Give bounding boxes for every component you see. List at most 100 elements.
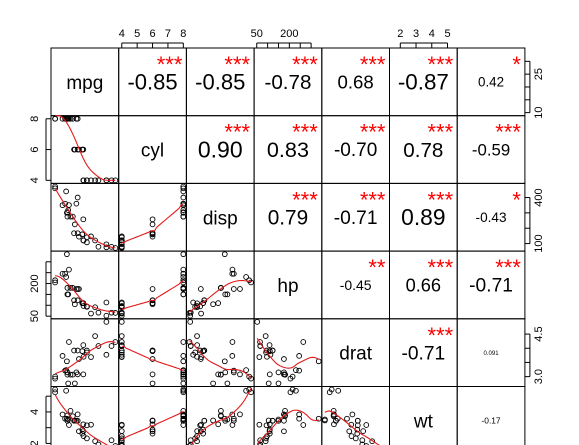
scatter-point [109,438,114,443]
scatter-point [89,355,94,360]
scatter-point [255,319,260,324]
scatter-point [150,357,155,362]
scatter-point [264,423,269,428]
significance-stars: *** [224,120,250,145]
significance-stars: *** [157,52,183,77]
scatter-point [195,334,200,339]
scatter-point [297,354,302,359]
scatter-point [96,244,101,249]
variable-label: disp [203,208,238,229]
scatter-point [266,381,271,386]
scatter-point [89,311,94,316]
panel-frame [254,319,322,387]
axis-tick-label: 200 [29,274,41,292]
scatter-point [109,344,114,349]
scatter-point [67,267,72,272]
scatter-point [257,355,262,360]
axis-tick-label: 8 [29,116,41,122]
smooth-line [55,276,115,312]
scatter-point [222,252,227,257]
scatter-point [347,429,352,434]
scatter-point [67,423,72,428]
significance-stars: * [512,52,521,77]
scatter-point [66,381,71,386]
significance-stars: ** [368,255,386,280]
scatter-point [282,418,287,423]
scatter-point [60,412,65,417]
scatter-point [75,195,80,200]
significance-stars: *** [495,120,521,145]
significance-stars: *** [428,52,454,77]
scatter-point [68,408,73,413]
significance-stars: *** [292,120,318,145]
scatter-point [119,319,124,324]
axis-tick-label: 6 [29,146,41,152]
scatter-point [244,388,249,393]
scatter-point [199,311,204,316]
axis-tick-label: 200 [280,28,298,40]
scatter-point [211,302,216,307]
scatter-point [67,340,72,345]
scatter-point [81,178,86,183]
scatter-point [211,381,216,386]
scatter-point [238,287,243,292]
scatter-point [104,352,109,357]
axis-tick-label: 6 [149,28,155,40]
scatter-point [216,301,221,306]
scatter-point [150,222,155,227]
scatter-point [230,354,235,359]
axis-tick-label: 2 [29,440,41,445]
significance-stars: *** [360,120,386,145]
axis-tick-label: 4 [429,28,435,40]
scatter-point [72,381,77,386]
scatter-point [219,408,224,413]
axis-tick-label: 7 [165,28,171,40]
scatter-point [293,368,298,373]
scatter-point [267,343,272,348]
axis-tick-label: 50 [29,310,41,322]
scatter-point [257,422,262,427]
panel-frame [119,251,187,319]
scatter-point [181,292,186,297]
scatter-point [345,416,350,421]
scatter-point [150,287,155,292]
scatter-point [74,201,79,206]
scatter-point [349,434,354,439]
scatter-point [104,300,109,305]
scatter-point [150,372,155,377]
scatter-point [81,372,86,377]
significance-stars: *** [495,255,521,280]
scatter-point [64,189,69,194]
significance-stars: *** [360,187,386,212]
scatter-point [244,275,249,280]
significance-stars: *** [224,52,250,77]
correlation-value: -0.45 [340,277,372,293]
axis-tick-label: 400 [533,188,545,206]
correlation-value: 0.091 [484,351,500,357]
axis-tick-label: 4 [29,177,41,183]
scatter-point [222,359,227,364]
scatter-point [75,412,80,417]
significance-stars: *** [292,52,318,77]
smooth-line [122,412,184,439]
scatter-point [230,423,235,428]
scatter-point [336,388,341,393]
significance-stars: *** [292,187,318,212]
scatter-point [181,381,186,386]
scatter-point [65,252,70,257]
variable-label: cyl [141,141,164,162]
axis-tick-label: 4 [119,28,125,40]
significance-stars: *** [360,52,386,77]
smooth-line [122,346,184,370]
scatter-point [350,412,355,417]
scatter-point [53,116,58,121]
scatter-point [276,370,281,375]
scatter-point [60,354,65,359]
scatter-point [93,334,98,339]
scatter-point [263,334,268,339]
axis-tick-label: 25 [533,68,545,80]
scatter-point [282,429,287,434]
scatter-point [72,231,77,236]
scatter-point [119,334,124,339]
